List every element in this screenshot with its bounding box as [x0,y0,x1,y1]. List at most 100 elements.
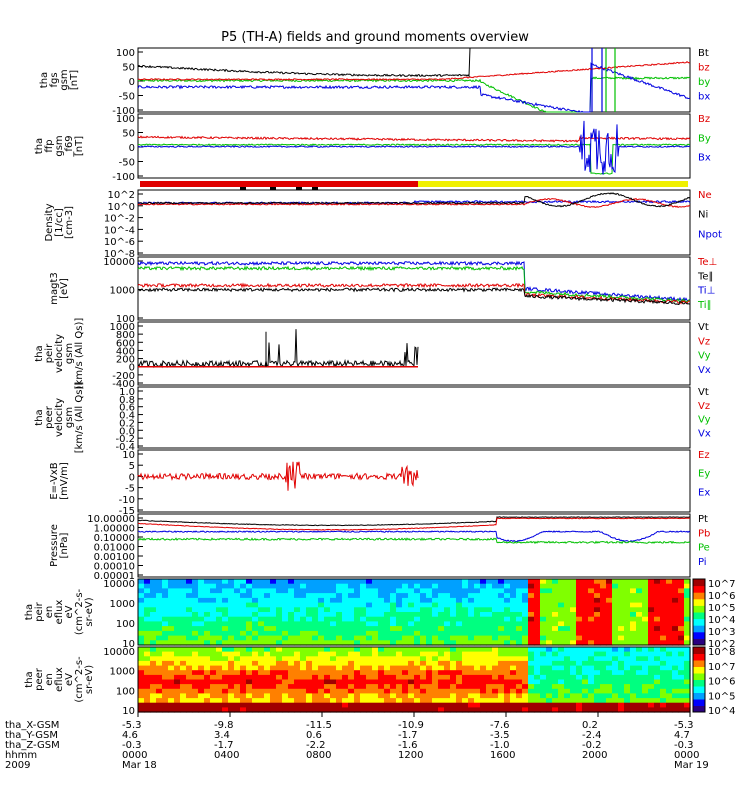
spectrogram-cell [180,630,187,637]
spectrogram-cell [402,640,409,646]
spectrogram-cell [246,698,253,704]
spectrogram-cell [510,707,517,713]
spectrogram-cell [252,597,259,604]
spectrogram-cell [222,674,229,681]
spectrogram-cell [402,688,409,694]
spectrogram-cell [366,707,373,713]
spectrogram-cell [228,602,235,608]
spectrogram-cell [150,593,157,599]
spectrogram-cell [642,621,649,627]
spectrogram-cell [648,616,655,622]
spectrogram-cell [168,588,175,594]
spectrogram-cell [588,640,595,646]
spectrogram-cell [594,651,601,657]
ylabel-line: ffp [44,139,55,152]
spectrogram-cell [474,647,481,653]
spectrogram-cell [204,651,211,657]
spectrogram-cell [342,702,349,708]
spectrogram-cell [552,597,559,604]
spectrogram-cell [144,602,151,608]
spectrogram-cell [294,693,301,699]
spectrogram-cell [420,660,427,667]
spectrogram-cell [660,612,667,618]
spectrogram-cell [558,651,565,657]
spectrogram-cell [666,693,673,699]
spectrogram-cell [402,707,409,713]
spectrogram-cell [630,616,637,622]
spectrogram-cell [636,665,643,671]
spectrogram-cell [264,588,271,594]
spectrogram-cell [306,693,313,699]
spectrogram-cell [324,674,331,681]
spectrogram-cell [678,630,685,637]
panel-8-pi-line [138,530,691,543]
spectrogram-cell [210,583,217,589]
spectrogram-cell [342,635,349,641]
spectrogram-cell [534,612,541,618]
spectrogram-cell [186,651,193,657]
spectrogram-cell [414,693,421,699]
spectrogram-cell [582,630,589,637]
spectrogram-cell [210,688,217,694]
footer-value: -0.3 [122,740,142,751]
panel-2-ytick-label: -100 [112,172,135,183]
spectrogram-cell [312,640,319,646]
spectrogram-cell [678,593,685,599]
spectrogram-cell [618,660,625,667]
spectrogram-cell [486,684,493,690]
spectrogram-cell [558,670,565,676]
spectrogram-cell [558,579,565,585]
spectrogram-cell [312,597,319,604]
spectrogram-cell [198,640,205,646]
spectrogram-cell [234,679,241,685]
spectrogram-cell [312,607,319,613]
spectrogram-cell [564,702,571,708]
spectrogram-cell [402,588,409,594]
spectrogram-cell [618,579,625,585]
spectrogram-cell [486,665,493,671]
spectrogram-cell [642,630,649,637]
spectrogram-cell [516,707,523,713]
spectrogram-cell [462,616,469,622]
spectrogram-cell [312,665,319,671]
spectrogram-cell [366,670,373,676]
spectrogram-cell [456,656,463,662]
spectrogram-cell [336,707,343,713]
spectrogram-cell [174,670,181,676]
spectrogram-cell [372,583,379,589]
spectrogram-cell [486,635,493,641]
spectrogram-cell [564,630,571,637]
spectrogram-cell [384,640,391,646]
ylabel-line: [nT] [69,70,80,90]
spectrogram-cell [378,640,385,646]
spectrogram-cell [606,698,613,704]
spectrogram-cell [390,626,397,632]
spectrogram-cell [558,588,565,594]
spectrogram-cell [654,640,661,646]
spectrogram-cell [222,665,229,671]
spectrogram-cell [600,630,607,637]
spectrogram-cell [150,651,157,657]
spectrogram-cell [306,583,313,589]
spectrogram-cell [204,684,211,690]
spectrogram-cell [582,602,589,608]
spectrogram-cell [498,616,505,622]
spectrogram-cell [282,651,289,657]
spectrogram-cell [288,656,295,662]
spectrogram-cell [264,651,271,657]
spectrogram-cell [594,679,601,685]
spectrogram-cell [312,647,319,653]
spectrogram-cell [522,612,529,618]
spectrogram-cell [654,670,661,676]
spectrogram-cell [522,684,529,690]
spectrogram-cell [270,593,277,599]
panel-3-ytick-label: 10^0 [108,202,135,213]
spectrogram-cell [360,579,367,585]
spectrogram-cell [672,626,679,632]
spectrogram-cell [426,660,433,667]
spectrogram-cell [258,621,265,627]
spectrogram-cell [642,693,649,699]
panel-8-ytick-label: 0.00001 [94,571,135,582]
spectrogram-cell [276,647,283,653]
spectrogram-cell [216,597,223,604]
